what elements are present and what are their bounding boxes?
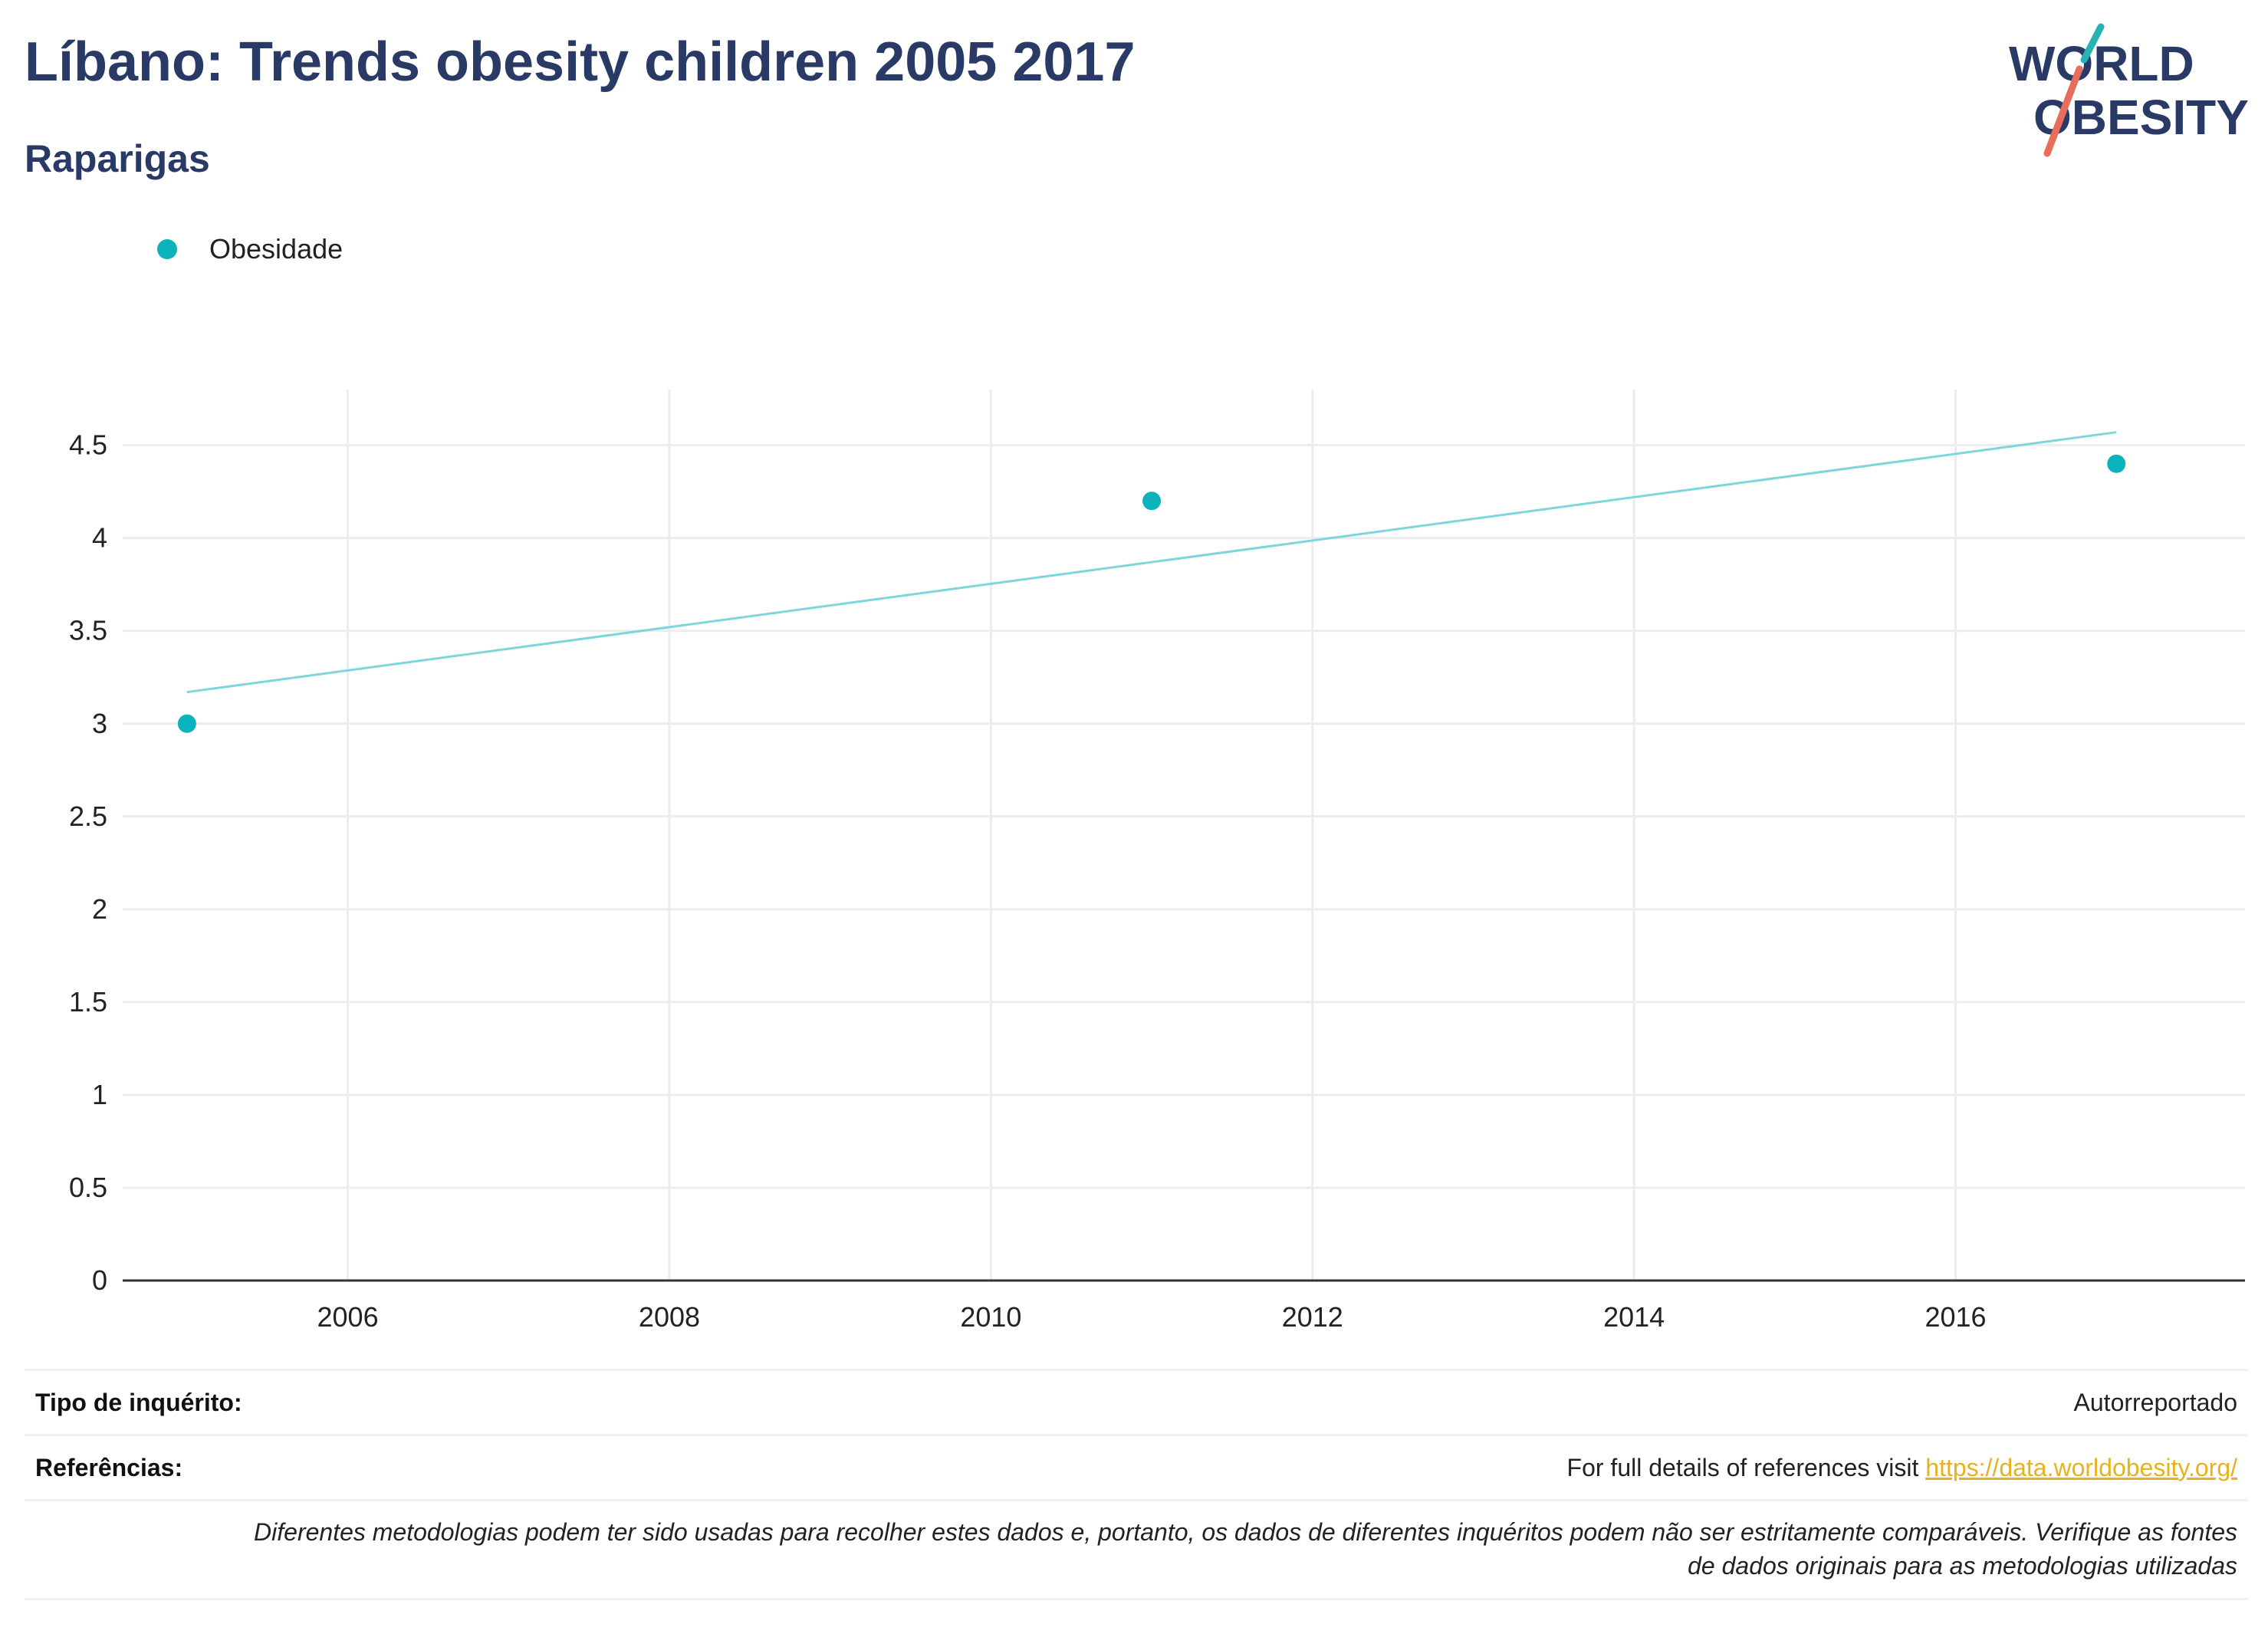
y-tick-label: 2 (92, 893, 107, 925)
grid-lines (123, 390, 2245, 1281)
x-tick-labels: 2006 2008 2010 2012 2014 2016 (317, 1301, 1987, 1333)
trendline-group (186, 431, 2117, 694)
y-tick-label: 3.5 (69, 615, 107, 646)
legend: Obesidade (157, 230, 343, 268)
references-value: For full details of references visit htt… (1567, 1454, 2237, 1482)
logo-slash-teal (2080, 23, 2105, 64)
logo-slash-red (2043, 65, 2083, 157)
survey-type-row: Tipo de inquérito: Autorreportado (25, 1369, 2248, 1434)
y-tick-label: 4.5 (69, 429, 107, 461)
footer-table: Tipo de inquérito: Autorreportado Referê… (25, 1369, 2248, 1600)
x-tick-label: 2010 (960, 1301, 1021, 1333)
x-tick-label: 2014 (1603, 1301, 1665, 1333)
legend-label-obesidade: Obesidade (209, 233, 343, 265)
legend-marker-obesidade (157, 239, 177, 259)
y-tick-label: 4 (92, 522, 107, 554)
logo-line1: WORLD (2009, 36, 2194, 91)
data-points (177, 454, 2126, 733)
survey-type-label: Tipo de inquérito: (35, 1388, 242, 1416)
methodology-note: Diferentes metodologias podem ter sido u… (25, 1499, 2248, 1600)
world-obesity-logo: WORLD OBESITY (2009, 23, 2249, 157)
chart-subtitle: Raparigas (25, 137, 210, 180)
trendline (186, 431, 2117, 694)
y-tick-label: 1 (92, 1079, 107, 1110)
x-tick-label: 2016 (1925, 1301, 1986, 1333)
x-tick-label: 2012 (1282, 1301, 1343, 1333)
survey-type-value: Autorreportado (2073, 1388, 2237, 1416)
y-tick-label: 1.5 (69, 986, 107, 1018)
references-text: For full details of references visit (1566, 1453, 1926, 1481)
y-tick-label: 3 (92, 708, 107, 739)
data-point-2011 (1142, 492, 1162, 511)
references-link[interactable]: https://data.worldobesity.org/ (1925, 1453, 2237, 1481)
y-tick-label: 0 (92, 1264, 107, 1296)
scatter-chart: 2006 2008 2010 2012 2014 2016 0 0.5 1 1.5 2 2.5 3 3.… (69, 390, 2245, 1333)
methodology-note-line1: Diferentes metodologias podem ter sido u… (254, 1518, 2237, 1546)
references-row: Referências: For full details of referen… (25, 1434, 2248, 1499)
data-point-2017 (2107, 454, 2126, 473)
data-point-2005 (177, 714, 196, 733)
x-tick-label: 2008 (639, 1301, 700, 1333)
y-tick-labels: 0 0.5 1 1.5 2 2.5 3 3.5 4 4.5 (69, 429, 107, 1296)
chart-title: Líbano: Trends obesity children 2005 201… (25, 31, 1136, 93)
references-label: Referências: (35, 1453, 183, 1481)
y-tick-label: 0.5 (69, 1172, 107, 1203)
methodology-note-line2: de dados originais para as metodologias … (1688, 1552, 2237, 1580)
x-tick-label: 2006 (317, 1301, 379, 1333)
y-tick-label: 2.5 (69, 801, 107, 832)
